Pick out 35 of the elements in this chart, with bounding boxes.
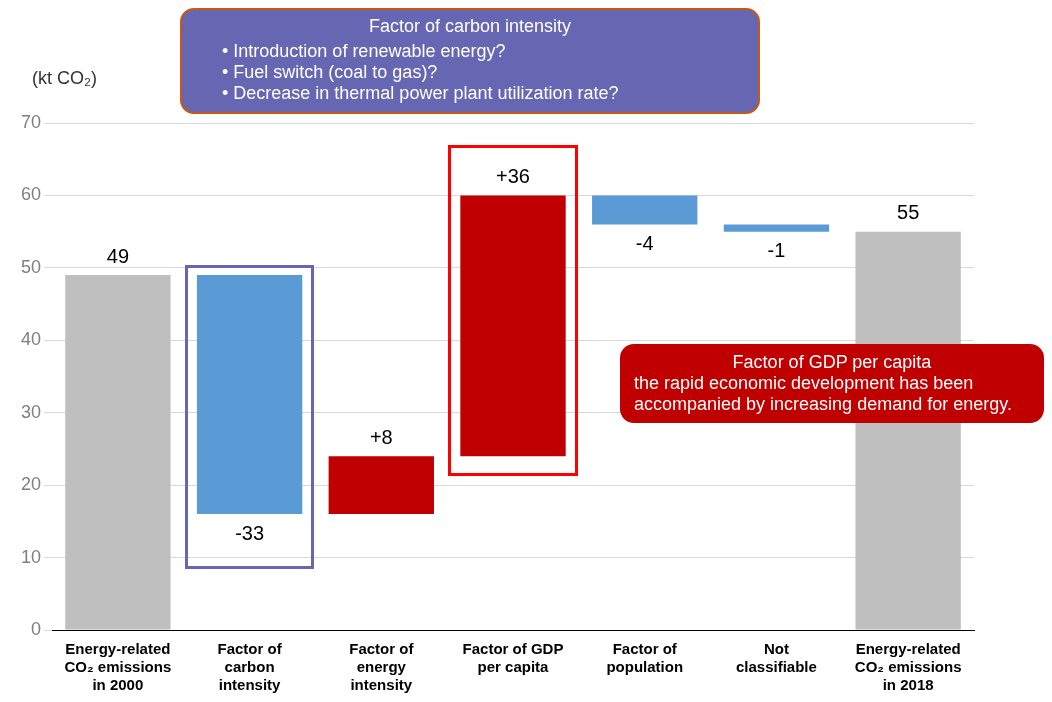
x-tick-label: Factor of energy intensity	[349, 640, 415, 694]
x-tick-label: Not classifiable	[735, 640, 817, 676]
data-label: +36	[496, 164, 530, 187]
bar	[460, 195, 566, 457]
data-label: -1	[767, 239, 786, 262]
text: • Fuel switch (coal to gas)?	[222, 62, 439, 83]
y-tick-label: 20	[20, 474, 42, 495]
y-tick-label: 60	[20, 184, 42, 205]
x-tick-label: Factor of GDP per capita	[462, 640, 564, 676]
annotation: Factor of GDP per capita	[731, 352, 933, 373]
y-tick-label: 10	[20, 546, 42, 567]
y-tick-label: 70	[20, 111, 42, 132]
text: • Decrease in thermal power plant utilization rate?	[222, 83, 620, 104]
y-tick-label: 30	[20, 401, 42, 422]
text: • Introduction of renewable energy?	[222, 41, 507, 62]
y-tick-label: 50	[20, 256, 42, 277]
text: Factor of carbon intensity	[367, 16, 573, 37]
annotation: the rapid economic development has been accompanied by increasing demand for energy.	[634, 373, 1013, 415]
bar	[592, 195, 698, 225]
data-label: -33	[235, 521, 265, 544]
data-label: -4	[635, 231, 654, 254]
bar	[196, 275, 303, 515]
data-label: +8	[369, 425, 393, 448]
y-axis-title: (kt CO₂)	[32, 68, 97, 89]
x-tick-label: Energy-related CO₂ emissions in 2018	[854, 640, 962, 694]
bar	[328, 456, 434, 515]
x-tick-label: Factor of population	[606, 640, 684, 676]
x-tick-label: Energy-related CO₂ emissions in 2000	[64, 640, 172, 694]
y-tick-label: 40	[20, 329, 42, 350]
data-label: 55	[897, 201, 920, 224]
x-tick-label: Factor of carbon intensity	[217, 640, 283, 694]
bar	[723, 224, 830, 232]
y-tick-label: 0	[31, 618, 42, 639]
data-label: 49	[106, 244, 129, 267]
bar	[65, 275, 171, 630]
